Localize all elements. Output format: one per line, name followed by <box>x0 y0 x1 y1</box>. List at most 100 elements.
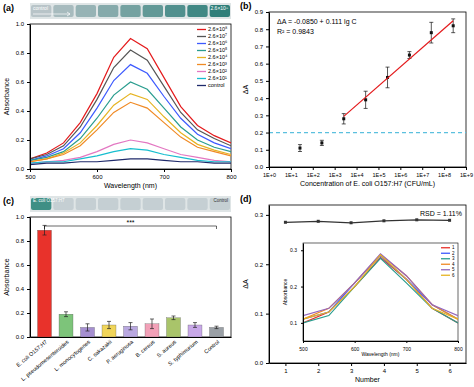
tick: 500 <box>25 169 36 180</box>
tick-label: 0.0 <box>255 164 264 170</box>
tick-mark <box>97 169 98 172</box>
plot: 5006007008000.00.20.40.60.81.0Wavelength… <box>3 21 237 190</box>
strip-tube <box>165 198 185 210</box>
tick-label: 1E+9 <box>460 172 473 178</box>
tick-label: 0.1 <box>290 320 297 326</box>
error-bar <box>171 316 175 320</box>
annotation: R² = 0.9843 <box>277 28 314 35</box>
tick-mark <box>27 82 30 83</box>
legend-label: 2 <box>452 251 455 256</box>
tick: 0.2 <box>16 137 30 143</box>
series-line <box>344 21 453 117</box>
tick-mark <box>27 289 30 290</box>
point <box>342 117 345 120</box>
plot: E. coli O157:H7L. pseudomesenteroidesL. … <box>3 214 232 382</box>
tick: 1E+9 <box>460 167 473 178</box>
tick: 0.2 <box>16 310 30 316</box>
tick-label: 0.3 <box>255 113 264 119</box>
tick-label: 500 <box>299 346 308 352</box>
tick-mark <box>318 363 319 366</box>
tick: 500 <box>299 341 308 352</box>
strip-background <box>30 3 231 19</box>
tick-mark <box>27 313 30 314</box>
tick-label: 0.9 <box>255 9 264 15</box>
tick: 0.2 <box>290 284 303 290</box>
tick-label: 2 <box>317 368 321 374</box>
tick-mark <box>27 265 30 266</box>
panel-title: (a) <box>3 3 14 13</box>
tick-label: 700 <box>403 346 412 352</box>
plot: 1234560.00.10.20.3NumberΔARSD = 1.11% <box>242 205 467 383</box>
frame <box>269 12 466 167</box>
tick: 5 <box>416 363 420 374</box>
tick-label: B. cereus <box>134 339 156 359</box>
tick-label: 0.6 <box>255 61 264 67</box>
tick: 0.3 <box>255 212 269 218</box>
tick-mark <box>266 29 269 30</box>
tick-mark <box>291 167 292 170</box>
legend-label: 3 <box>452 256 455 261</box>
tick: 0.9 <box>255 9 269 15</box>
legend-label: 2.6×10³ <box>208 61 227 67</box>
legend-label: 2.6×10² <box>208 68 227 74</box>
point <box>452 24 455 27</box>
tick-label: 0.0 <box>16 166 25 172</box>
legend-label: 5 <box>452 267 455 272</box>
tick: S. typhimurium <box>167 338 199 366</box>
legend-item: 6 <box>441 273 455 278</box>
tick-label: 0.2 <box>255 130 264 136</box>
tick-mark <box>285 363 286 366</box>
tick-label: 1E+4 <box>351 172 364 178</box>
axis-left: 0.00.10.20.30.40.50.60.70.80.9 <box>255 9 270 170</box>
strip-background <box>30 196 231 212</box>
tick-label: 0.4 <box>16 108 25 114</box>
tick: P. aeruginosa <box>105 338 135 365</box>
tick: 3 <box>350 363 354 374</box>
tick-mark <box>355 341 356 343</box>
legend-swatch <box>441 258 450 259</box>
point <box>415 218 418 221</box>
tick-label: 3 <box>350 368 354 374</box>
data-layer <box>38 225 224 337</box>
tick-mark <box>422 167 423 170</box>
tick: 0.3 <box>290 247 303 253</box>
legend-swatch <box>197 43 206 44</box>
annotation: *** <box>126 219 134 226</box>
axis-line <box>269 206 270 364</box>
legend-label: 2.6×10⁷ <box>208 33 227 39</box>
tick-label: 800 <box>226 174 237 180</box>
tick-mark <box>27 24 30 25</box>
tick-label: S. typhimurium <box>167 338 199 366</box>
strip-tube <box>143 5 163 17</box>
strip-tube <box>53 5 73 17</box>
annotation: 2.6×10⁸ <box>210 5 228 11</box>
tick-mark <box>378 167 379 170</box>
point <box>448 219 451 222</box>
tick: 0.1 <box>290 320 303 326</box>
strip-tube <box>98 5 118 17</box>
point <box>350 221 353 224</box>
data-layer <box>284 218 451 224</box>
error-bar <box>107 321 111 328</box>
tick: 1E+5 <box>372 167 385 178</box>
strip-tube <box>187 5 207 17</box>
tick-label: 0.8 <box>16 238 25 244</box>
tick: 800 <box>454 341 463 352</box>
frame <box>269 205 466 363</box>
tick-label: 0.2 <box>290 284 297 290</box>
tick-mark <box>266 64 269 65</box>
tick-mark <box>27 140 30 141</box>
legend-item: 2.6×10¹ <box>197 75 227 81</box>
tick-label: 0.0 <box>16 334 25 340</box>
error-bar <box>298 145 302 152</box>
tick: 700 <box>159 169 170 180</box>
tick-label: 4 <box>383 368 387 374</box>
legend-item: 2 <box>441 251 455 256</box>
annotation: ΔA = -0.0850 + 0.111 lg C <box>277 18 357 26</box>
series-line <box>30 102 231 161</box>
tick-mark <box>266 150 269 151</box>
tick-mark <box>266 98 269 99</box>
tick-label: 600 <box>92 174 103 180</box>
legend-item: 2.6×10⁴ <box>197 54 228 60</box>
tick: 6 <box>448 363 452 374</box>
